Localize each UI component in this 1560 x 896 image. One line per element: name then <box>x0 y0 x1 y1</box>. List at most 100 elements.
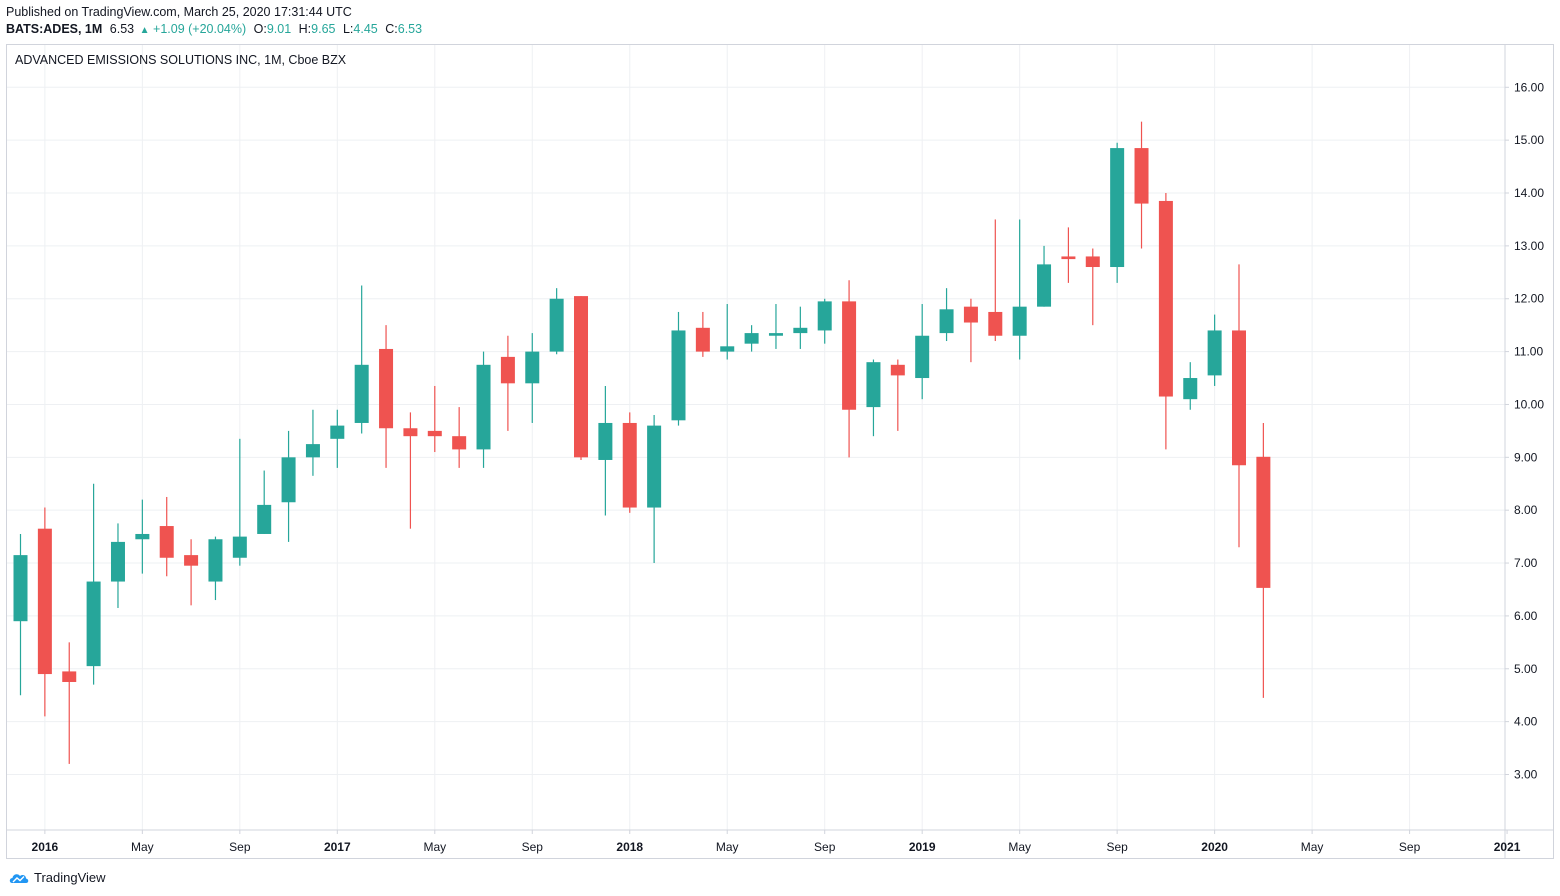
open-value: 9.01 <box>266 22 292 36</box>
candle[interactable] <box>842 280 857 458</box>
price-change: ▲ +1.09 (+20.04%) <box>140 22 247 36</box>
candle[interactable] <box>1012 219 1027 360</box>
candle-body <box>86 581 101 667</box>
candle-body <box>890 364 905 376</box>
candle[interactable] <box>1037 245 1052 307</box>
candle-body <box>476 364 491 450</box>
candle[interactable] <box>647 415 662 564</box>
candle-body <box>427 430 442 437</box>
y-tick-label: 7.00 <box>1514 556 1538 570</box>
symbol-label: BATS:ADES, 1M <box>6 22 103 36</box>
x-tick-label: Sep <box>229 840 251 854</box>
candle-body <box>598 422 613 460</box>
published-line: Published on TradingView.com, March 25, … <box>6 5 352 19</box>
candle[interactable] <box>1232 264 1246 548</box>
candle[interactable] <box>988 219 1003 342</box>
candle[interactable] <box>1207 314 1222 386</box>
y-tick-label: 15.00 <box>1514 133 1544 147</box>
candle[interactable] <box>1256 422 1271 698</box>
candle[interactable] <box>744 325 759 352</box>
candle[interactable] <box>305 409 320 476</box>
open-label: O: <box>253 22 267 36</box>
candle-body <box>330 425 345 439</box>
candle[interactable] <box>817 298 832 344</box>
candle[interactable] <box>720 304 735 360</box>
candle[interactable] <box>1110 142 1125 283</box>
candle-body <box>1085 256 1100 268</box>
candle-body <box>939 309 954 334</box>
candle-body <box>62 671 77 682</box>
candle[interactable] <box>37 507 52 717</box>
candle[interactable] <box>1158 193 1173 450</box>
candle-body <box>232 536 247 558</box>
candle[interactable] <box>1134 121 1149 249</box>
candle[interactable] <box>866 359 881 437</box>
candle[interactable] <box>476 351 491 468</box>
change-value: +1.09 (+20.04%) <box>153 22 247 36</box>
candle-body <box>1207 330 1222 376</box>
candle-body <box>988 311 1003 336</box>
candle[interactable] <box>1085 248 1100 326</box>
candle-body <box>13 555 28 622</box>
high-label: H: <box>298 22 312 36</box>
candle[interactable] <box>939 288 954 342</box>
x-tick-label: 2016 <box>32 840 59 854</box>
candle[interactable] <box>525 333 540 423</box>
candle[interactable] <box>890 359 905 431</box>
candle[interactable] <box>184 539 199 606</box>
close-value: 6.53 <box>397 22 423 36</box>
candle[interactable] <box>135 499 150 574</box>
candle-body <box>403 428 418 437</box>
candle[interactable] <box>86 483 101 685</box>
candle[interactable] <box>549 288 564 355</box>
candle[interactable] <box>1183 362 1198 410</box>
x-tick-label: 2018 <box>616 840 643 854</box>
candle[interactable] <box>330 409 345 468</box>
chart-title: ADVANCED EMISSIONS SOLUTIONS INC, 1M, Cb… <box>15 53 347 67</box>
candle-body <box>744 333 759 344</box>
candle[interactable] <box>695 311 710 357</box>
x-tick-label: Sep <box>1106 840 1128 854</box>
candle[interactable] <box>768 304 783 349</box>
candle-body <box>793 327 808 334</box>
candle[interactable] <box>232 438 247 566</box>
candle[interactable] <box>281 430 296 542</box>
candle[interactable] <box>963 298 978 363</box>
x-tick-label: May <box>423 840 446 854</box>
candle[interactable] <box>257 470 272 534</box>
candle[interactable] <box>379 325 394 468</box>
candle[interactable] <box>13 533 28 696</box>
candle[interactable] <box>110 523 125 608</box>
tradingview-brand[interactable]: TradingView <box>34 870 106 885</box>
candle[interactable] <box>208 536 223 601</box>
candle[interactable] <box>403 412 418 529</box>
candle[interactable] <box>915 304 930 400</box>
x-tick-label: Sep <box>522 840 544 854</box>
low-value: 4.45 <box>353 22 378 36</box>
candle[interactable] <box>159 496 174 577</box>
candle[interactable] <box>1061 227 1076 283</box>
candle[interactable] <box>598 385 613 516</box>
low-label: L: <box>342 22 354 36</box>
candle[interactable] <box>622 412 637 513</box>
footer: TradingView <box>8 870 106 885</box>
grid-lines <box>7 45 1505 830</box>
quote-line: BATS:ADES, 1M 6.53 ▲ +1.09 (+20.04%) O:9… <box>6 21 422 39</box>
candle[interactable] <box>671 311 686 426</box>
y-tick-label: 8.00 <box>1514 503 1538 517</box>
x-tick-label: May <box>1301 840 1324 854</box>
candle[interactable] <box>354 285 369 434</box>
candle-body <box>671 330 686 421</box>
candle[interactable] <box>62 642 77 764</box>
x-tick-label: 2017 <box>324 840 351 854</box>
candle-body <box>257 504 272 534</box>
y-tick-label: 4.00 <box>1514 715 1538 729</box>
candle[interactable] <box>452 407 467 468</box>
candle[interactable] <box>427 385 442 453</box>
y-tick-label: 3.00 <box>1514 767 1538 781</box>
y-tick-label: 12.00 <box>1514 292 1544 306</box>
candle[interactable] <box>574 296 589 460</box>
candle[interactable] <box>500 335 515 431</box>
candle[interactable] <box>793 306 808 349</box>
